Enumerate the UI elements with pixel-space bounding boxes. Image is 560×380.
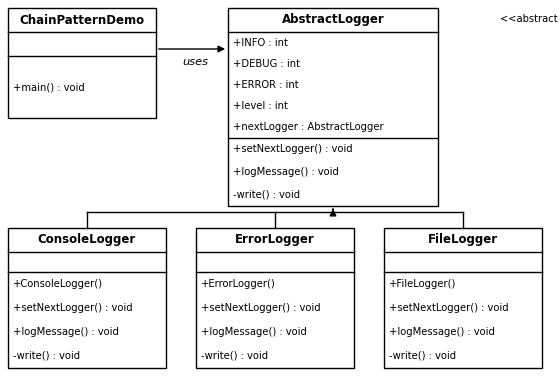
Bar: [196, 228, 354, 368]
Text: +ErrorLogger(): +ErrorLogger(): [201, 279, 276, 289]
Text: +setNextLogger() : void: +setNextLogger() : void: [389, 303, 508, 313]
Text: +logMessage() : void: +logMessage() : void: [233, 167, 339, 177]
Text: +nextLogger : AbstractLogger: +nextLogger : AbstractLogger: [233, 122, 384, 132]
Text: +logMessage() : void: +logMessage() : void: [13, 327, 119, 337]
Text: +ERROR : int: +ERROR : int: [233, 80, 298, 90]
Text: +setNextLogger() : void: +setNextLogger() : void: [233, 144, 353, 154]
Text: +main() : void: +main() : void: [13, 82, 85, 92]
Text: AbstractLogger: AbstractLogger: [282, 14, 384, 27]
Text: -write() : void: -write() : void: [389, 351, 456, 361]
Text: FileLogger: FileLogger: [428, 233, 498, 247]
Text: uses: uses: [182, 57, 208, 67]
Bar: [8, 8, 156, 118]
Text: -write() : void: -write() : void: [201, 351, 268, 361]
Text: +setNextLogger() : void: +setNextLogger() : void: [201, 303, 321, 313]
Text: +ConsoleLogger(): +ConsoleLogger(): [13, 279, 103, 289]
Text: <<abstract class>>: <<abstract class>>: [500, 14, 560, 24]
Text: +DEBUG : int: +DEBUG : int: [233, 59, 300, 69]
Text: +INFO : int: +INFO : int: [233, 38, 288, 48]
Text: +setNextLogger() : void: +setNextLogger() : void: [13, 303, 133, 313]
Bar: [384, 228, 542, 368]
Text: +FileLogger(): +FileLogger(): [389, 279, 456, 289]
Text: -write() : void: -write() : void: [13, 351, 80, 361]
Text: ChainPatternDemo: ChainPatternDemo: [20, 14, 144, 27]
Text: ConsoleLogger: ConsoleLogger: [38, 233, 136, 247]
Bar: [8, 228, 166, 368]
Text: +logMessage() : void: +logMessage() : void: [389, 327, 495, 337]
Text: +level : int: +level : int: [233, 101, 288, 111]
Text: +logMessage() : void: +logMessage() : void: [201, 327, 307, 337]
Text: ErrorLogger: ErrorLogger: [235, 233, 315, 247]
Bar: [228, 8, 438, 206]
Text: -write() : void: -write() : void: [233, 190, 300, 200]
